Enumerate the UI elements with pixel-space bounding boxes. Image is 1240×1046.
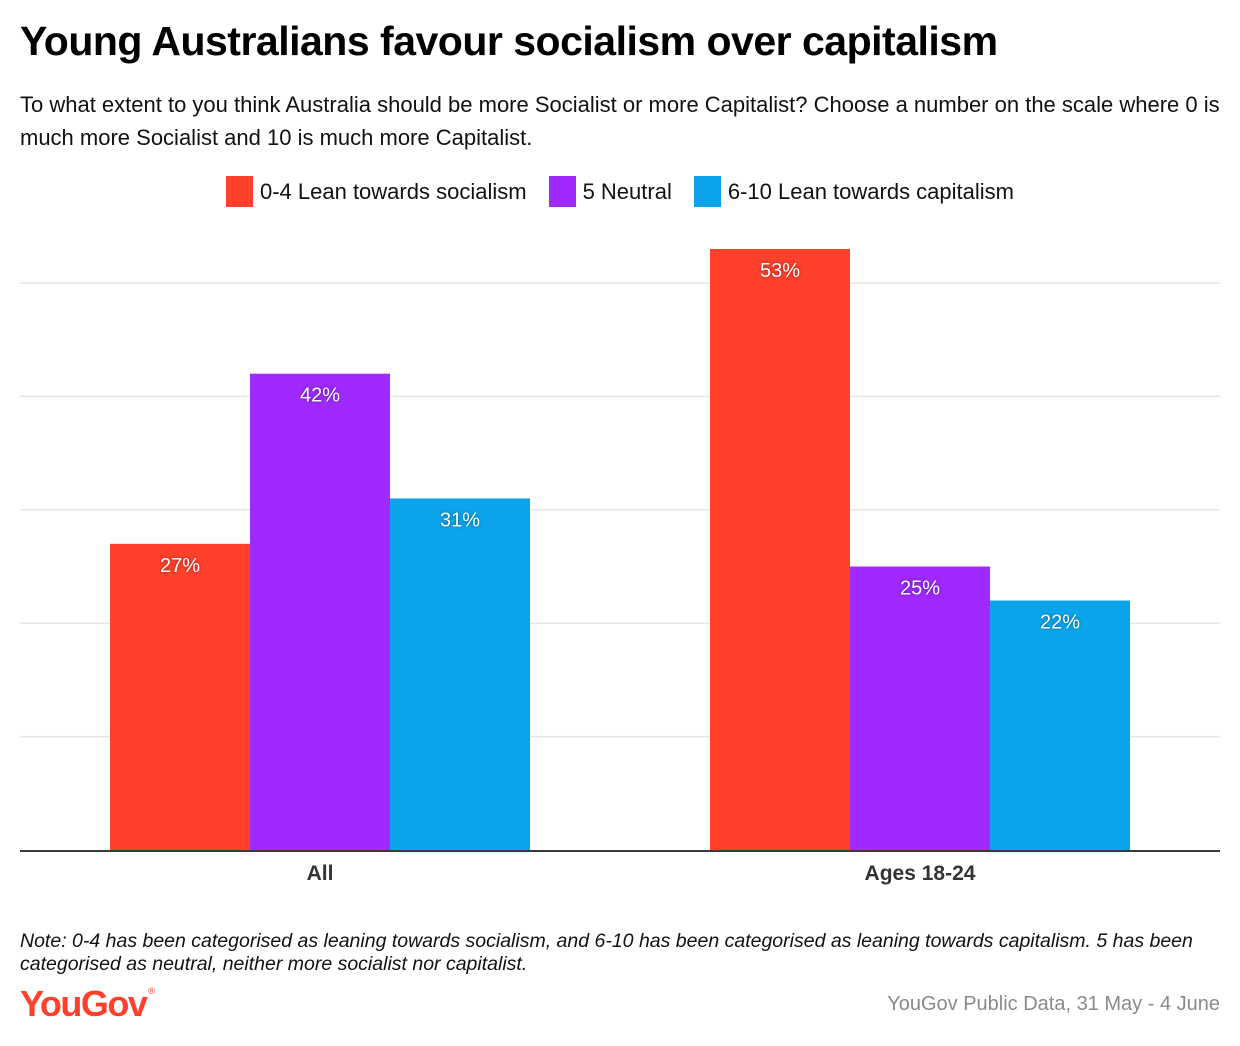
source-text: YouGov Public Data, 31 May - 4 June <box>887 993 1220 1015</box>
data-labels: 27% 42% 31% 53% 25% 22% <box>160 260 1080 634</box>
data-label-capitalism-1: 22% <box>1040 612 1080 634</box>
bar-neutral-1 <box>850 566 990 850</box>
legend-swatch-capitalism <box>693 176 721 207</box>
chart-subtitle: To what extent to you think Australia sh… <box>20 92 1220 150</box>
footnote: Note: 0-4 has been categorised as leanin… <box>20 930 1193 975</box>
x-axis-tick-labels: All Ages 18-24 <box>307 862 976 885</box>
bar-capitalism-0 <box>390 498 530 850</box>
bar-socialism-0 <box>110 543 250 850</box>
data-label-neutral-1: 25% <box>900 578 940 600</box>
bar-neutral-0 <box>250 373 390 850</box>
registered-mark: ® <box>148 986 155 996</box>
legend-label-socialism: 0-4 Lean towards socialism <box>259 178 527 204</box>
legend: 0-4 Lean towards socialism 5 Neutral 6-1… <box>0 176 1240 207</box>
data-label-socialism-1: 53% <box>760 260 800 282</box>
data-label-socialism-0: 27% <box>160 555 200 577</box>
data-label-neutral-0: 42% <box>300 385 340 407</box>
legend-item-capitalism: 6-10 Lean towards capitalism <box>693 176 1014 207</box>
legend-item-neutral: 5 Neutral <box>548 176 672 207</box>
legend-item-socialism: 0-4 Lean towards socialism <box>225 176 527 207</box>
yougov-logo: YouGov ® <box>20 983 155 1025</box>
legend-swatch-socialism <box>225 176 253 207</box>
legend-label-neutral: 5 Neutral <box>582 178 672 204</box>
yougov-logo-text: YouGov <box>20 983 148 1024</box>
x-tick-label-0: All <box>307 862 334 885</box>
data-label-capitalism-0: 31% <box>440 509 480 531</box>
bars <box>110 248 1130 851</box>
legend-label-capitalism: 6-10 Lean towards capitalism <box>727 178 1014 204</box>
bar-socialism-1 <box>710 248 850 851</box>
bar-capitalism-1 <box>990 600 1130 850</box>
x-tick-label-1: Ages 18-24 <box>865 862 976 885</box>
chart-title: Young Australians favour socialism over … <box>20 18 998 64</box>
legend-swatch-neutral <box>548 176 576 207</box>
